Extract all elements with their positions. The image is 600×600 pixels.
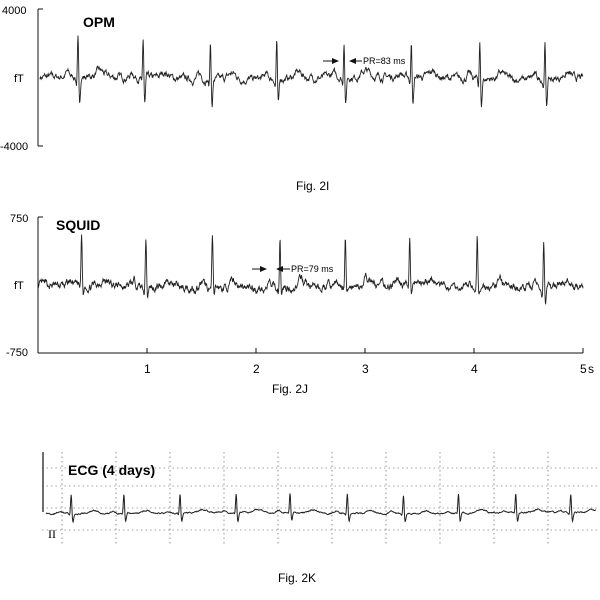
opm-trace — [39, 35, 584, 108]
ecg-trace — [45, 493, 597, 524]
squid-ytick-bottom: -750 — [6, 347, 28, 359]
squid-pr-label: PR=79 ms — [291, 264, 334, 274]
squid-ylabel: fT — [14, 280, 24, 292]
squid-title: SQUID — [56, 217, 100, 233]
ecg-caption: Fig. 2K — [278, 571, 316, 585]
squid-xtick-label: 1 — [144, 362, 151, 376]
squid-xtick-label: 3 — [362, 362, 369, 376]
ecg-lead-label: II — [48, 527, 56, 541]
squid-pr-marker — [252, 266, 290, 272]
opm-pr-label: PR=83 ms — [363, 56, 406, 66]
squid-xtick-label: 4 — [471, 362, 478, 376]
opm-panel: 4000 -4000 fT OPM PR=83 ms Fig. 2I — [0, 5, 584, 193]
ecg-grid — [42, 452, 598, 545]
squid-caption: Fig. 2J — [272, 382, 308, 396]
squid-panel: 750 -750 fT SQUID 1 2 3 4 5 s PR=79 ms Fig. … — [6, 213, 594, 396]
squid-xtick-label: 5 — [580, 362, 587, 376]
squid-trace — [37, 234, 584, 305]
opm-caption: Fig. 2I — [296, 179, 329, 193]
ecg-title: ECG (4 days) — [68, 462, 155, 478]
squid-xunit: s — [588, 362, 594, 376]
squid-xtick-label: 2 — [253, 362, 260, 376]
opm-title: OPM — [83, 14, 115, 30]
opm-ytick-bottom: -4000 — [0, 141, 28, 153]
ecg-panel: ECG (4 days) II Fig. 2K — [42, 452, 598, 585]
squid-ytick-top: 750 — [10, 213, 28, 225]
squid-x-ticks: 1 2 3 4 5 — [144, 348, 587, 376]
opm-pr-marker — [323, 58, 362, 64]
opm-ytick-top: 4000 — [2, 5, 26, 17]
opm-ylabel: fT — [14, 73, 24, 85]
